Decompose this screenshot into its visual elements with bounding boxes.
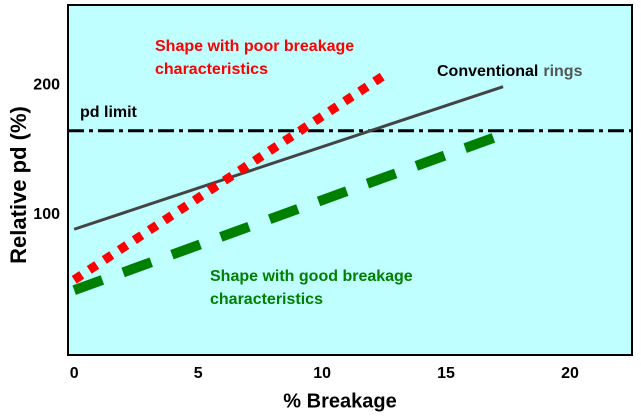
series-line bbox=[71, 69, 390, 284]
x-tick-label: 20 bbox=[561, 365, 579, 382]
series-label-part: Conventional bbox=[437, 63, 538, 80]
plot-area bbox=[67, 4, 633, 356]
series-label-part: rings bbox=[543, 63, 582, 80]
series-label: characteristics bbox=[210, 291, 323, 308]
series-label: Conventional rings bbox=[437, 63, 583, 80]
x-tick-label: 15 bbox=[437, 365, 455, 382]
series-label: characteristics bbox=[155, 61, 268, 78]
x-tick-label: 0 bbox=[70, 365, 79, 382]
series-line bbox=[73, 85, 504, 231]
y-tick-label: 100 bbox=[33, 206, 60, 223]
series-label: Shape with poor breakage bbox=[155, 38, 354, 55]
x-axis-title: % Breakage bbox=[283, 390, 396, 412]
series-line bbox=[72, 126, 515, 295]
y-tick-label: 200 bbox=[33, 77, 60, 94]
x-tick-label: 10 bbox=[313, 365, 331, 382]
reference-label: pd limit bbox=[80, 104, 138, 121]
y-axis-title: Relative pd (%) bbox=[6, 106, 31, 264]
series-label: Shape with good breakage bbox=[210, 268, 413, 285]
x-tick-label: 5 bbox=[194, 365, 203, 382]
